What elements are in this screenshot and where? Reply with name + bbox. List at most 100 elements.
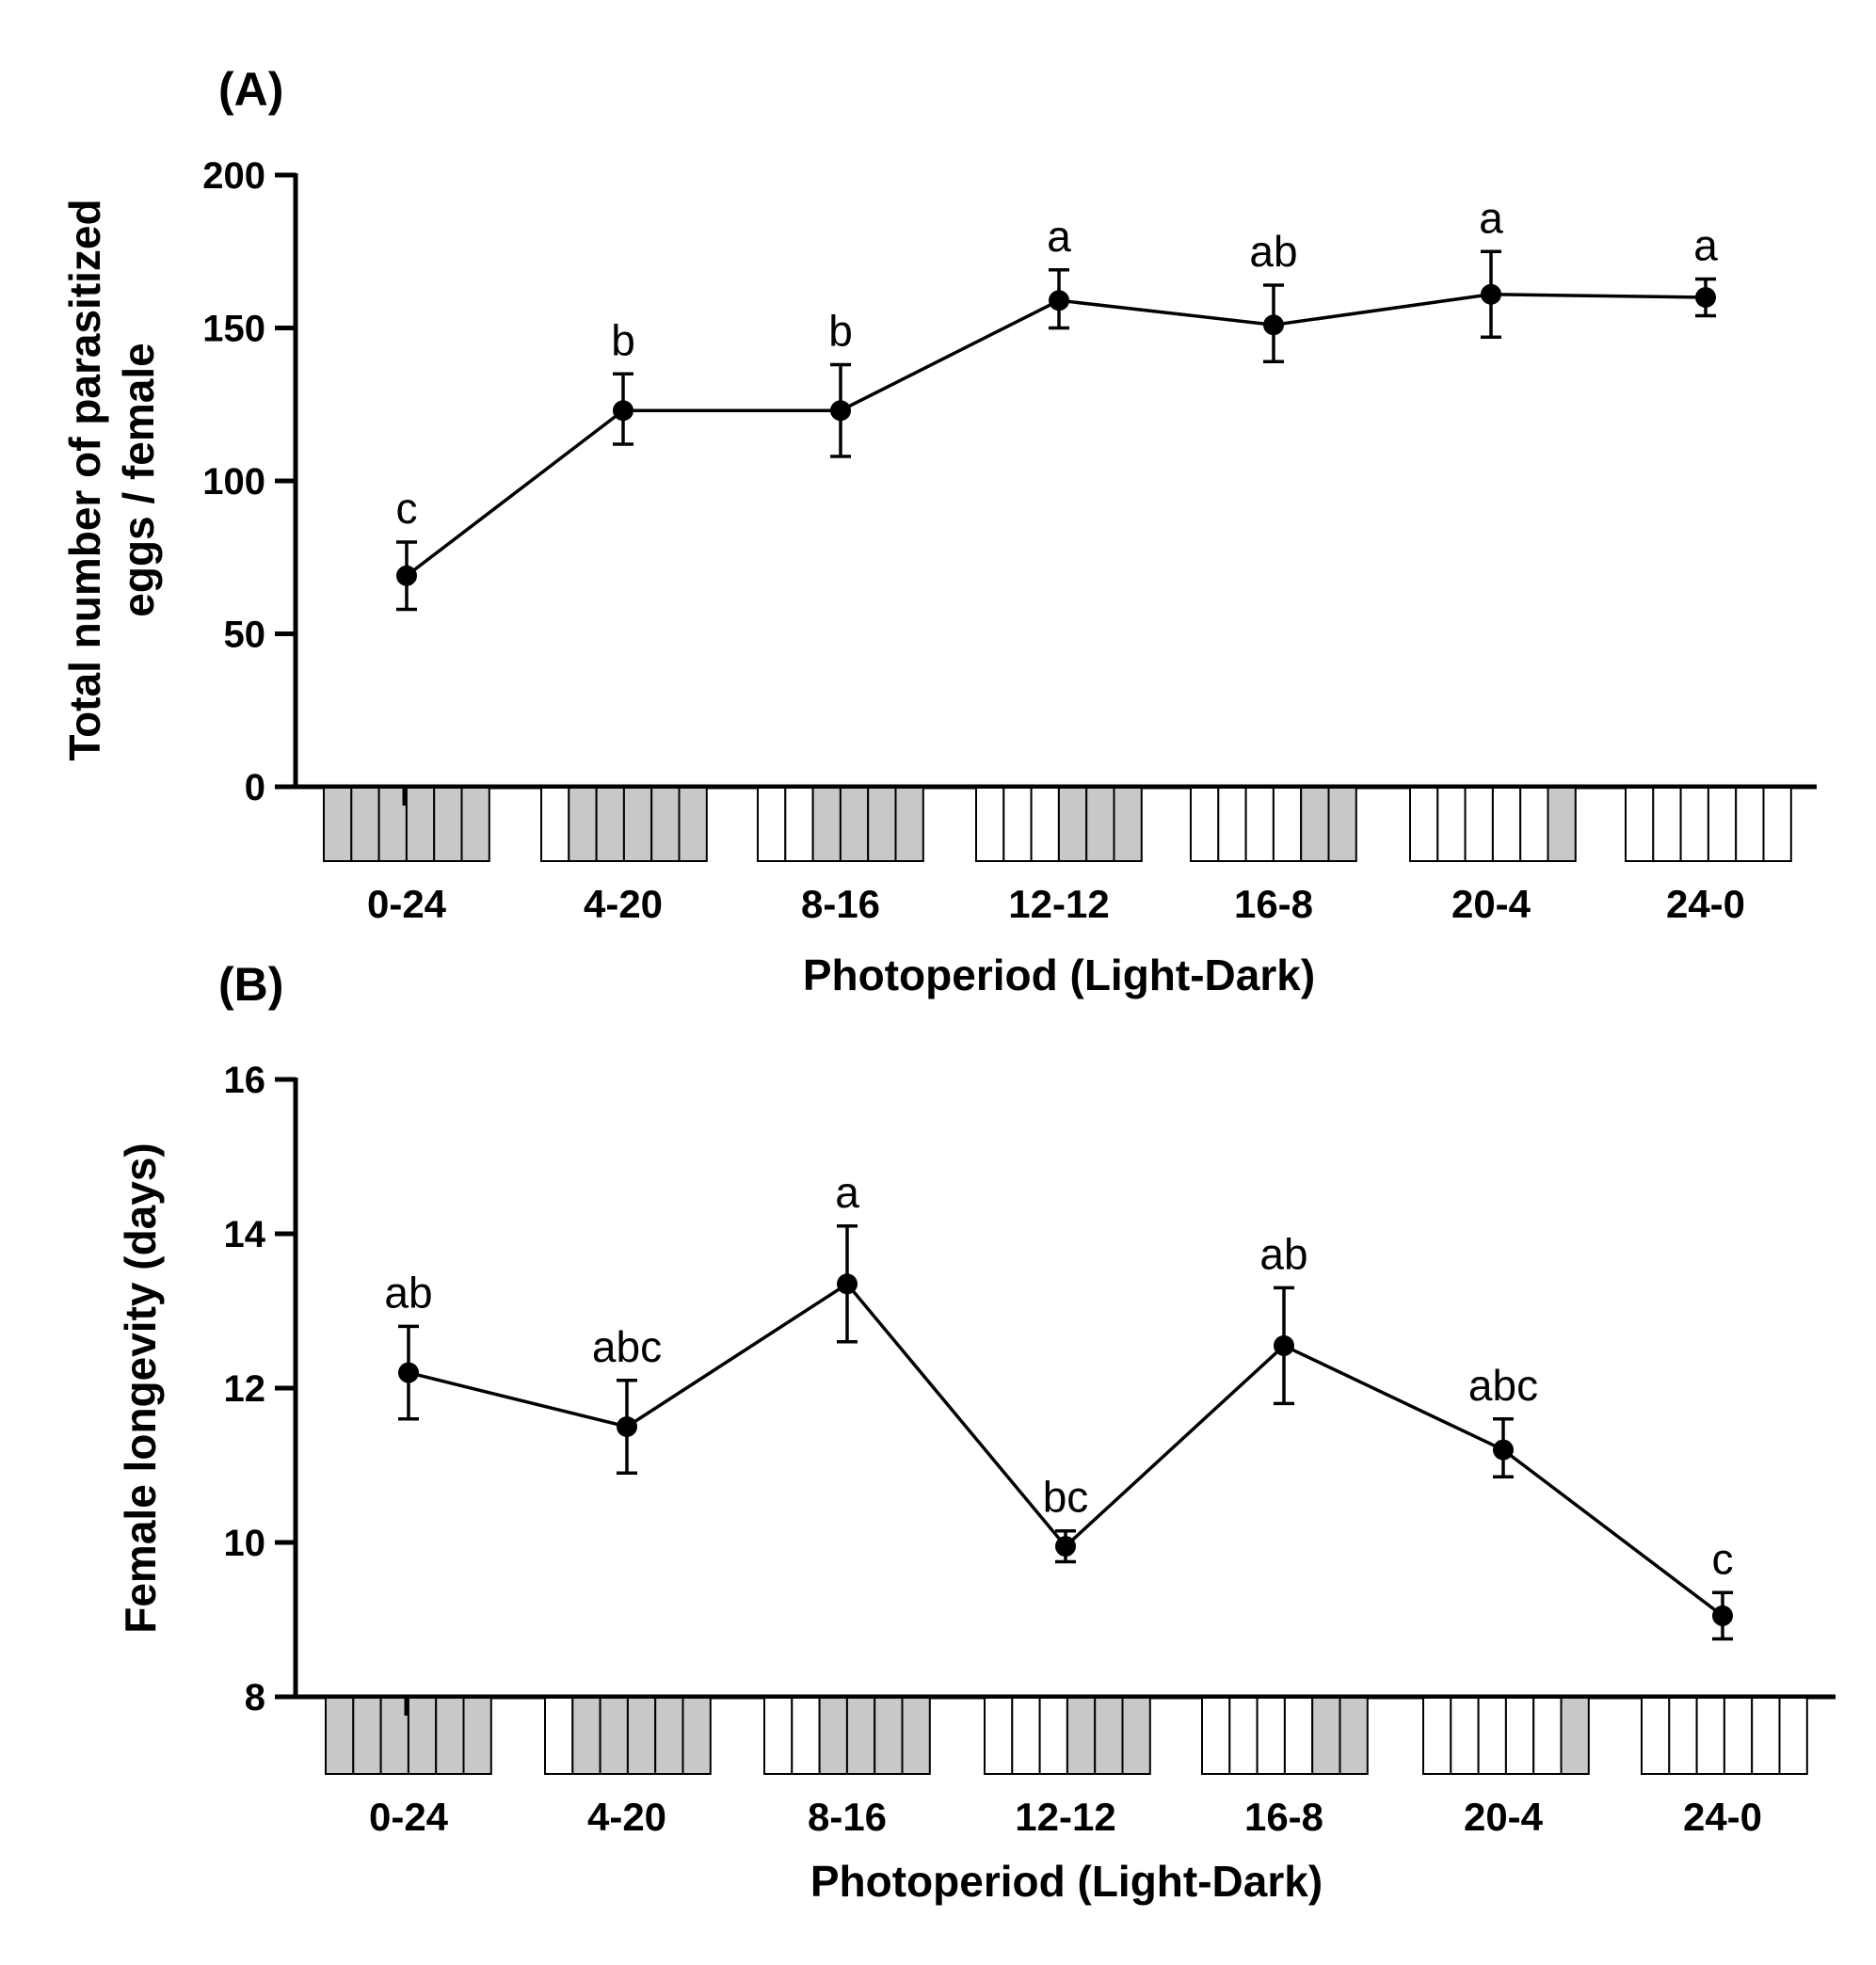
data-point: [1493, 1439, 1514, 1461]
light-hours-cell: [975, 787, 1005, 862]
light-hours-cell: [1256, 1697, 1286, 1775]
significance-letter: abc: [592, 1322, 662, 1371]
dark-hours-cell: [681, 1697, 712, 1775]
y-axis-title-line-1: Female longevity (days): [116, 1142, 165, 1634]
light-hours-cell: [984, 1697, 1014, 1775]
light-hours-cell: [1436, 787, 1467, 862]
significance-letter: a: [835, 1168, 859, 1217]
light-hours-cell: [1695, 1697, 1725, 1775]
panel-a: (A) Total number of parasitized eggs / f…: [60, 63, 1817, 999]
x-tick-label: 24-0: [1666, 882, 1745, 926]
dark-hours-cell: [379, 1697, 409, 1775]
light-hours-cell: [1532, 1697, 1563, 1775]
x-axis-title: Photoperiod (Light-Dark): [810, 1857, 1323, 1906]
y-axis-title-line-1: Total number of parasitized: [60, 199, 109, 760]
x-tick-label: 8-16: [808, 1795, 887, 1839]
dark-hours-cell: [1121, 1697, 1151, 1775]
light-hours-cell: [1190, 787, 1220, 862]
light-hours-cell: [1477, 1697, 1507, 1775]
dark-hours-cell: [811, 787, 842, 862]
dark-hours-cell: [571, 1697, 601, 1775]
light-hours-cell: [1723, 1697, 1754, 1775]
light-hours-cell: [540, 787, 570, 862]
dark-hours-cell: [1327, 787, 1357, 862]
light-hours-cell: [1652, 787, 1682, 862]
light-hours-cell: [763, 1697, 794, 1775]
y-tick-label: 200: [202, 155, 265, 197]
light-hours-cell: [1409, 787, 1439, 862]
light-hours-cell: [1625, 787, 1655, 862]
significance-letter: b: [611, 315, 635, 364]
significance-letter: a: [1693, 221, 1718, 270]
dark-hours-cell: [599, 1697, 629, 1775]
significance-letter: abc: [1468, 1361, 1538, 1410]
light-hours-cell: [791, 1697, 821, 1775]
significance-letter: c: [1712, 1534, 1734, 1583]
dark-hours-cell: [462, 1697, 492, 1775]
y-tick-label: 100: [202, 461, 265, 503]
data-point: [1481, 283, 1501, 305]
data-point: [617, 1416, 637, 1437]
y-axis-title: Total number of parasitized eggs / femal…: [60, 199, 163, 760]
y-tick-label: 16: [224, 1060, 266, 1101]
significance-letter: ab: [1259, 1229, 1307, 1278]
x-tick-label: 4-20: [587, 1795, 666, 1839]
dark-hours-cell: [350, 787, 380, 862]
dark-hours-cell: [626, 1697, 657, 1775]
light-hours-cell: [1679, 787, 1709, 862]
dark-hours-cell: [867, 787, 897, 862]
light-hours-cell: [1030, 787, 1060, 862]
light-hours-cell: [1422, 1697, 1452, 1775]
light-hours-cell: [757, 787, 787, 862]
dark-hours-cell: [460, 787, 490, 862]
y-tick-label: 14: [224, 1214, 266, 1255]
y-tick-label: 12: [224, 1368, 266, 1410]
data-point: [1712, 1605, 1733, 1626]
light-hours-cell: [1217, 787, 1247, 862]
x-tick-label: 24-0: [1683, 1795, 1762, 1839]
significance-letter: a: [1479, 193, 1503, 242]
light-hours-cell: [1228, 1697, 1259, 1775]
panel-label: (B): [218, 958, 283, 1011]
dark-hours-cell: [1066, 1697, 1097, 1775]
x-tick-label: 16-8: [1234, 882, 1313, 926]
data-point: [396, 565, 417, 586]
dark-hours-cell: [405, 787, 436, 862]
y-tick-label: 50: [224, 615, 266, 656]
significance-letter: ab: [384, 1268, 432, 1317]
x-tick-label: 20-4: [1464, 1795, 1544, 1839]
light-hours-cell: [1778, 1697, 1808, 1775]
data-point: [398, 1362, 419, 1383]
dark-hours-cell: [874, 1697, 904, 1775]
dark-hours-cell: [1311, 1697, 1341, 1775]
light-hours-cell: [1762, 787, 1792, 862]
dark-hours-cell: [407, 1697, 438, 1775]
dark-hours-cell: [1547, 787, 1577, 862]
light-hours-cell: [1283, 1697, 1314, 1775]
dark-hours-cell: [433, 787, 463, 862]
dark-hours-cell: [1300, 787, 1330, 862]
light-hours-cell: [1519, 787, 1549, 862]
significance-letter: b: [828, 307, 853, 356]
dark-hours-cell: [901, 1697, 931, 1775]
panel-label: (A): [218, 63, 283, 116]
y-tick-label: 0: [245, 767, 265, 808]
data-point: [613, 400, 633, 422]
x-axis-title: Photoperiod (Light-Dark): [803, 951, 1315, 999]
light-hours-cell: [1641, 1697, 1671, 1775]
x-tick-label: 4-20: [584, 882, 663, 926]
dark-hours-cell: [1339, 1697, 1369, 1775]
light-hours-cell: [1751, 1697, 1781, 1775]
dark-hours-cell: [325, 1697, 355, 1775]
dark-hours-cell: [595, 787, 625, 862]
data-point: [1695, 287, 1716, 308]
dark-hours-cell: [1094, 1697, 1124, 1775]
light-hours-cell: [1244, 787, 1275, 862]
x-tick-label: 20-4: [1451, 882, 1531, 926]
x-tick-label: 12-12: [1008, 882, 1109, 926]
dark-hours-cell: [323, 787, 353, 862]
significance-letter: c: [396, 484, 418, 533]
light-hours-cell: [1491, 787, 1522, 862]
x-tick-label: 12-12: [1015, 1795, 1115, 1839]
